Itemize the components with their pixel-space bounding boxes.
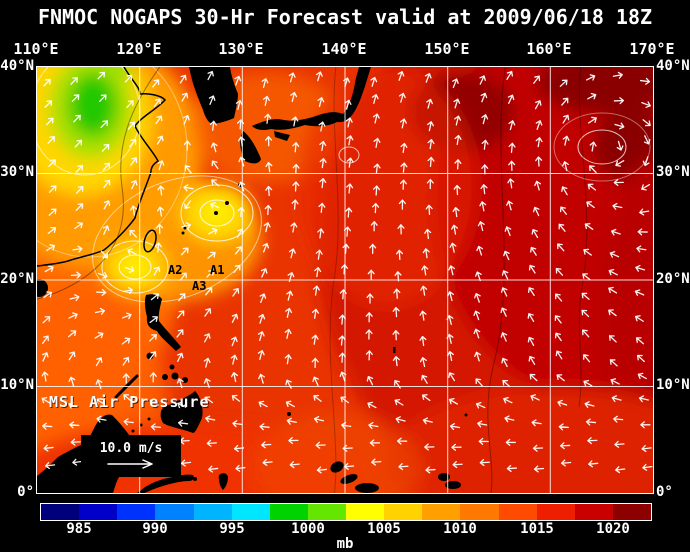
wind-scale-arrow-icon (107, 459, 153, 469)
colorbar-segment (231, 504, 270, 520)
lon-label-150e: 150°E (424, 40, 470, 58)
colorbar-tick-990: 990 (142, 521, 168, 537)
lat-label-right-40n: 40°N (656, 58, 690, 74)
colorbar-segment (117, 504, 156, 520)
kyushu-island (240, 131, 261, 164)
shikoku-island (274, 131, 290, 141)
colorbar-segment (460, 504, 499, 520)
storm-label-a2: A2 (168, 263, 183, 277)
colorbar-segment (346, 504, 385, 520)
storm-label-a1: A1 (210, 263, 225, 277)
lat-label-left-0: 0° (17, 484, 34, 500)
colorbar-unit: mb (336, 536, 354, 552)
lat-label-left-40n: 40°N (0, 58, 34, 74)
colorbar (40, 503, 652, 521)
lon-label-120e: 120°E (116, 40, 162, 58)
lat-label-right-20n: 20°N (656, 271, 690, 287)
colorbar-tick-1005: 1005 (367, 521, 401, 537)
colorbar-segment (536, 504, 575, 520)
grid-lines (37, 67, 653, 493)
colorbar-segment (422, 504, 461, 520)
wind-vector-arrows (41, 70, 653, 474)
field-label: MSL Air Pressure (49, 393, 210, 411)
colorbar-segment (193, 504, 232, 520)
wind-scale-legend: 10.0 m/s (81, 435, 181, 477)
lon-label-140e: 140°E (321, 40, 367, 58)
colorbar-segment (41, 504, 80, 520)
colorbar-tick-1000: 1000 (291, 521, 325, 537)
chart-title: FNMOC NOGAPS 30-Hr Forecast valid at 200… (37, 5, 653, 29)
sulawesi-island (137, 474, 194, 493)
colorbar-segment (79, 504, 118, 520)
colorbar-tick-1020: 1020 (596, 521, 630, 537)
lon-label-110e: 110°E (13, 40, 59, 58)
colorbar-tick-1015: 1015 (520, 521, 554, 537)
lat-label-right-10n: 10°N (656, 377, 690, 393)
colorbar-segment (384, 504, 423, 520)
hainan-island (37, 279, 48, 297)
lon-label-130e: 130°E (218, 40, 264, 58)
honshu-island (252, 67, 371, 130)
colorbar-segment (155, 504, 194, 520)
colorbar-segment (612, 504, 651, 520)
lat-label-left-30n: 30°N (0, 164, 34, 180)
lat-label-left-20n: 20°N (0, 271, 34, 287)
luzon-island (144, 294, 181, 351)
colorbar-tick-1010: 1010 (443, 521, 477, 537)
map-area: MSL Air Pressure 10.0 m/s A2 A1 A3 (36, 66, 654, 494)
colorbar-segment (498, 504, 537, 520)
china-coastline (37, 67, 166, 267)
lat-label-right-0: 0° (656, 484, 673, 500)
colorbar-tick-985: 985 (66, 521, 92, 537)
wind-scale-label: 10.0 m/s (99, 441, 163, 456)
pressure-field-map (37, 67, 653, 493)
mindanao-island (160, 391, 203, 433)
colorbar-segment (269, 504, 308, 520)
lat-label-left-10n: 10°N (0, 377, 34, 393)
colorbar-segment (307, 504, 346, 520)
colorbar-tick-995: 995 (219, 521, 245, 537)
lon-label-170e: 170°E (629, 40, 675, 58)
storm-label-a3: A3 (192, 279, 207, 293)
colorbar-segment (574, 504, 613, 520)
lat-label-right-30n: 30°N (656, 164, 690, 180)
halmahera-island (218, 473, 228, 490)
lon-label-160e: 160°E (526, 40, 572, 58)
taiwan-island (143, 229, 157, 253)
